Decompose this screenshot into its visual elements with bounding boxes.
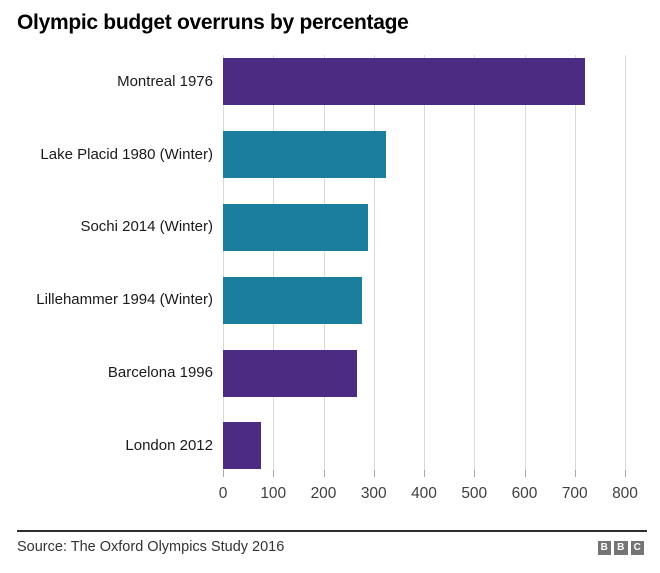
x-tick-800 — [625, 470, 626, 477]
source-text: Source: The Oxford Olympics Study 2016 — [17, 539, 285, 555]
gridline-600 — [524, 55, 526, 470]
gridline-700 — [574, 55, 576, 470]
category-label-london-2012: London 2012 — [125, 436, 213, 454]
gridline-100 — [273, 55, 275, 470]
x-tick-label-400: 400 — [411, 485, 437, 502]
category-label-montreal-1976: Montreal 1976 — [117, 72, 213, 90]
x-tick-label-100: 100 — [260, 485, 287, 502]
x-tick-label-800: 800 — [612, 485, 638, 502]
plot-area — [223, 55, 660, 470]
bar-lillehammer-1994-winter — [223, 276, 363, 324]
x-tick-600 — [524, 470, 526, 477]
category-label-sochi-2014-winter: Sochi 2014 (Winter) — [80, 218, 213, 236]
category-label-lake-placid-1980-winter: Lake Placid 1980 (Winter) — [40, 145, 213, 163]
x-tick-label-0: 0 — [218, 485, 228, 502]
x-tick-label-700: 700 — [561, 485, 588, 502]
gridline-800 — [625, 55, 626, 470]
bar-sochi-2014-winter — [223, 203, 369, 251]
bar-london-2012 — [223, 422, 262, 470]
category-label-barcelona-1996: Barcelona 1996 — [107, 364, 213, 381]
bar-montreal-1976 — [223, 58, 585, 106]
bbc-logo-letter-2: B — [614, 541, 628, 555]
category-label-lillehammer-1994-winter: Lillehammer 1994 (Winter) — [36, 291, 213, 309]
bar-barcelona-1996 — [223, 349, 357, 397]
gridline-500 — [474, 55, 476, 470]
x-tick-700 — [574, 470, 576, 477]
chart-title: Olympic budget overruns by percentage — [17, 11, 409, 34]
gridline-0 — [223, 55, 224, 470]
gridline-300 — [373, 55, 375, 470]
x-tick-500 — [474, 470, 476, 477]
bbc-logo-letter-3: C — [630, 541, 644, 555]
x-tick-200 — [323, 470, 325, 477]
gridline-400 — [424, 55, 425, 470]
x-tick-label-500: 500 — [461, 485, 488, 502]
x-tick-300 — [373, 470, 375, 477]
bbc-logo-letter-1: B — [597, 541, 611, 555]
x-tick-100 — [273, 470, 275, 477]
x-tick-label-600: 600 — [511, 485, 538, 502]
x-tick-400 — [424, 470, 425, 477]
x-tick-0 — [223, 470, 224, 477]
gridline-200 — [323, 55, 325, 470]
x-tick-label-200: 200 — [310, 485, 337, 502]
bar-lake-placid-1980-winter — [223, 131, 386, 179]
footer-divider — [17, 530, 647, 532]
x-tick-label-300: 300 — [360, 485, 387, 502]
